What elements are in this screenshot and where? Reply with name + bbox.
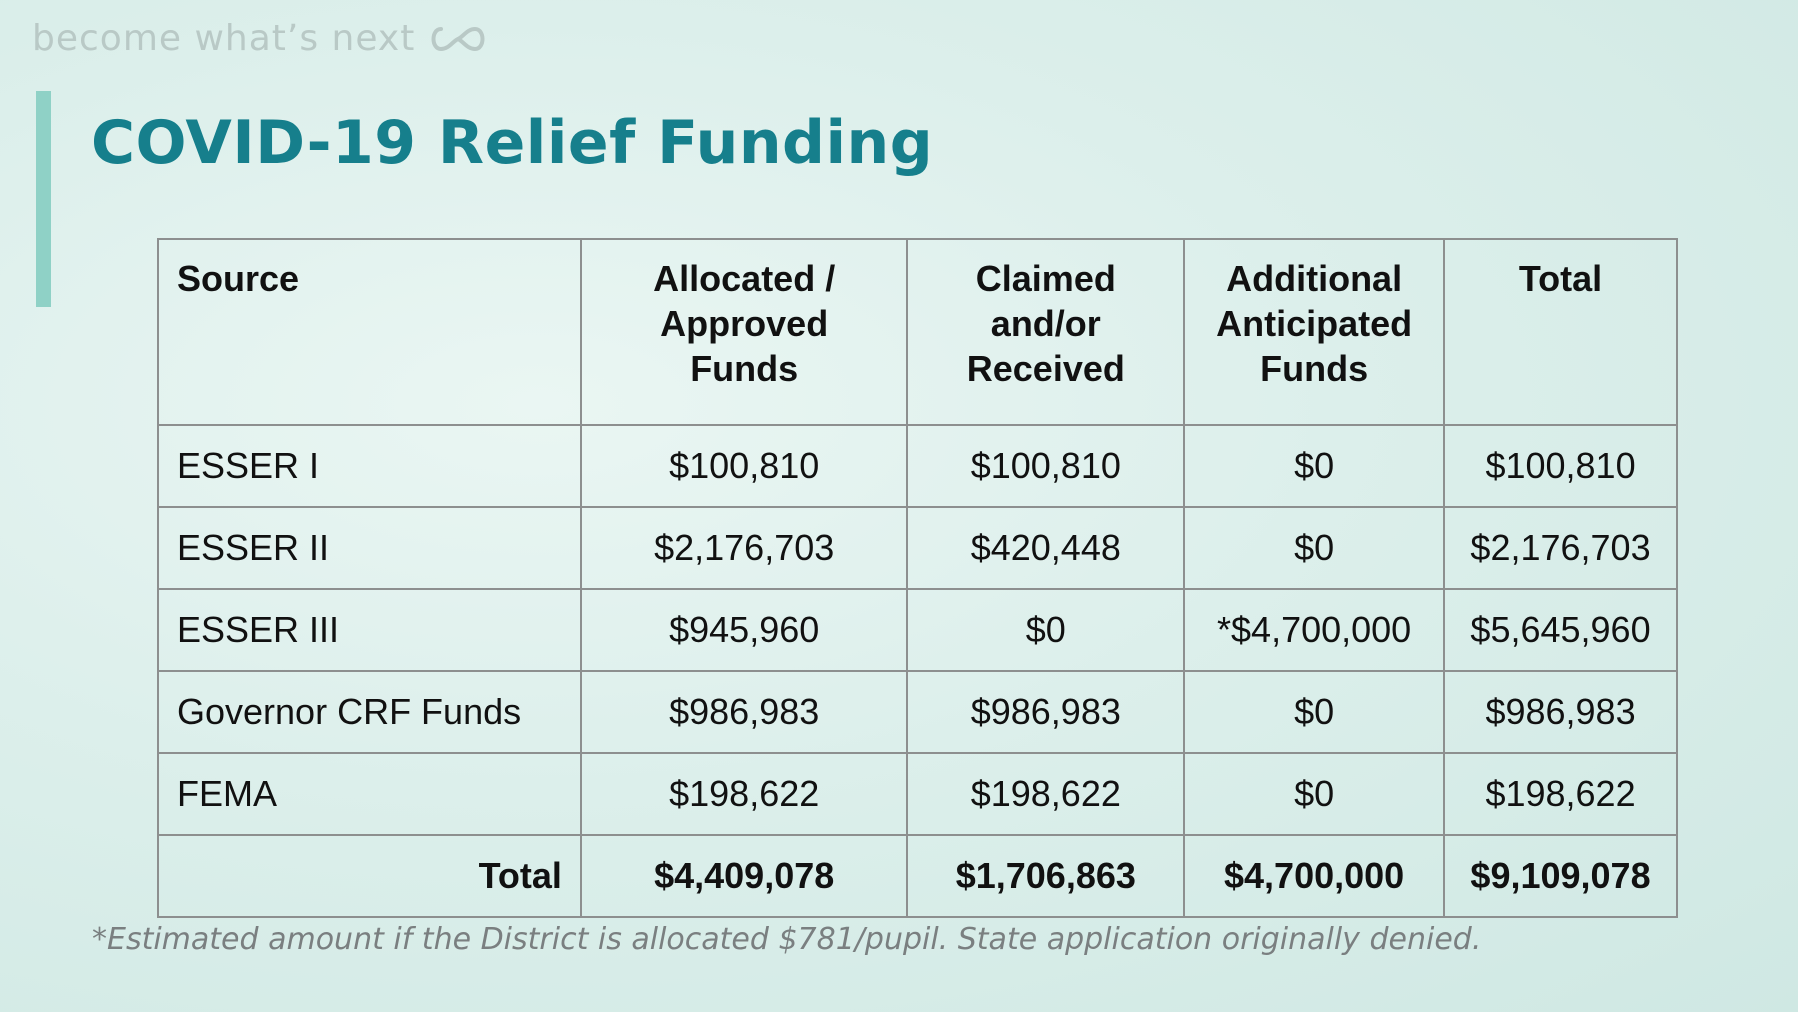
- cell-claimed: $100,810: [906, 424, 1186, 508]
- header-line: Approved: [660, 303, 829, 344]
- table-row: FEMA $198,622 $198,622 $0 $198,622: [157, 752, 1678, 836]
- table-row: Governor CRF Funds $986,983 $986,983 $0 …: [157, 670, 1678, 754]
- cell-source: ESSER I: [157, 424, 582, 508]
- cell-anticipated: $0: [1183, 424, 1446, 508]
- cell-total: $986,983: [1443, 670, 1678, 754]
- cell-total-label: Total: [157, 834, 582, 918]
- cell-allocated: $986,983: [579, 670, 909, 754]
- header-additional-anticipated-funds: Additional Anticipated Funds: [1183, 238, 1446, 426]
- header-line: Total: [1518, 258, 1603, 299]
- table-total-row: Total $4,409,078 $1,706,863 $4,700,000 $…: [157, 834, 1678, 918]
- header-total: Total: [1443, 238, 1678, 426]
- cell-claimed: $198,622: [906, 752, 1186, 836]
- header-line: Allocated /: [653, 258, 836, 299]
- cell-total-claimed: $1,706,863: [906, 834, 1186, 918]
- cell-total: $100,810: [1443, 424, 1678, 508]
- header-line: Additional: [1226, 258, 1403, 299]
- cell-total: $5,645,960: [1443, 588, 1678, 672]
- header-line: Anticipated: [1216, 303, 1413, 344]
- cell-total: $2,176,703: [1443, 506, 1678, 590]
- header-line: Source: [177, 258, 300, 299]
- cell-total: $198,622: [1443, 752, 1678, 836]
- cell-total-anticipated: $4,700,000: [1183, 834, 1446, 918]
- header-source: Source: [157, 238, 582, 426]
- cell-claimed: $0: [906, 588, 1186, 672]
- cell-source: ESSER III: [157, 588, 582, 672]
- cell-grand-total: $9,109,078: [1443, 834, 1678, 918]
- header-claimed-received: Claimed and/or Received: [906, 238, 1186, 426]
- cell-total-allocated: $4,409,078: [579, 834, 909, 918]
- table-row: ESSER II $2,176,703 $420,448 $0 $2,176,7…: [157, 506, 1678, 590]
- cell-source: ESSER II: [157, 506, 582, 590]
- footnote: *Estimated amount if the District is all…: [92, 922, 1482, 957]
- cell-claimed: $420,448: [906, 506, 1186, 590]
- cell-allocated: $2,176,703: [579, 506, 909, 590]
- header-allocated-approved-funds: Allocated / Approved Funds: [579, 238, 909, 426]
- cell-claimed: $986,983: [906, 670, 1186, 754]
- tagline-text: become what’s next: [32, 18, 416, 59]
- cell-allocated: $198,622: [579, 752, 909, 836]
- slide-title: COVID-19 Relief Funding: [91, 108, 934, 178]
- cell-anticipated: $0: [1183, 506, 1446, 590]
- table-row: ESSER I $100,810 $100,810 $0 $100,810: [157, 424, 1678, 508]
- cell-anticipated: $0: [1183, 670, 1446, 754]
- funding-table: Source Allocated / Approved Funds Claime…: [157, 238, 1678, 918]
- accent-bar: [36, 91, 51, 307]
- header-line: Funds: [1260, 348, 1369, 389]
- cell-source: FEMA: [157, 752, 582, 836]
- cell-allocated: $945,960: [579, 588, 909, 672]
- cell-source: Governor CRF Funds: [157, 670, 582, 754]
- table-header-row: Source Allocated / Approved Funds Claime…: [157, 238, 1678, 426]
- cell-anticipated: $0: [1183, 752, 1446, 836]
- header-line: and/or: [990, 303, 1101, 344]
- cell-anticipated: *$4,700,000: [1183, 588, 1446, 672]
- header-line: Funds: [690, 348, 799, 389]
- brand-tagline: become what’s next: [32, 18, 489, 59]
- table-row: ESSER III $945,960 $0 *$4,700,000 $5,645…: [157, 588, 1678, 672]
- header-line: Claimed: [975, 258, 1116, 299]
- infinity-loop-icon: [427, 21, 489, 57]
- cell-allocated: $100,810: [579, 424, 909, 508]
- header-line: Received: [966, 348, 1125, 389]
